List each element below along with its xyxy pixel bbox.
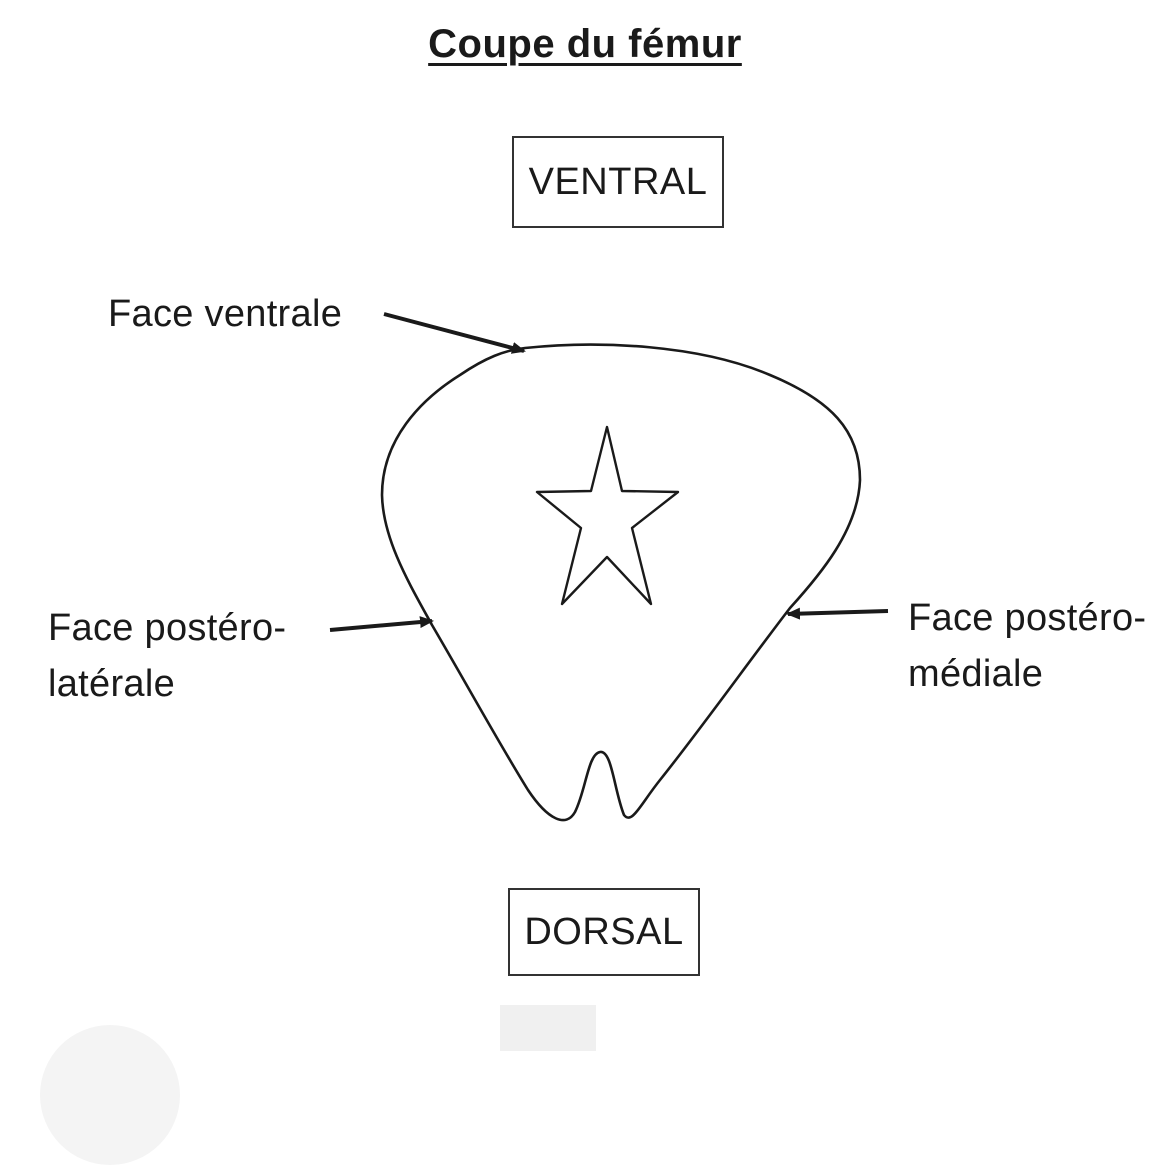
ventral-label: VENTRAL [528, 160, 708, 203]
face-postero-mediale-label: Face postéro- médiale [908, 590, 1146, 702]
dorsal-label: DORSAL [524, 910, 684, 953]
femur-section-drawing [329, 312, 889, 822]
star-icon [535, 425, 680, 606]
face-postero-laterale-line1: Face postéro- [48, 607, 287, 649]
arrow-face-postero-laterale [329, 616, 434, 632]
face-ventrale-text: Face ventrale [108, 293, 343, 335]
face-ventrale-label: Face ventrale [108, 286, 342, 342]
dorsal-orientation-box: DORSAL [508, 888, 700, 976]
face-postero-laterale-label: Face postéro- latérale [48, 600, 286, 712]
face-postero-mediale-line2: médiale [908, 653, 1044, 695]
diagram-title: Coupe du fémur [0, 22, 1170, 67]
background-shade [500, 1005, 596, 1051]
face-postero-mediale-line1: Face postéro- [908, 597, 1147, 639]
femur-outline [380, 343, 862, 822]
ventral-orientation-box: VENTRAL [512, 136, 724, 228]
arrow-face-postero-mediale [786, 607, 889, 620]
face-postero-laterale-line2: latérale [48, 663, 176, 705]
title-text: Coupe du fémur [428, 22, 742, 66]
arrow-face-ventrale [383, 312, 526, 354]
